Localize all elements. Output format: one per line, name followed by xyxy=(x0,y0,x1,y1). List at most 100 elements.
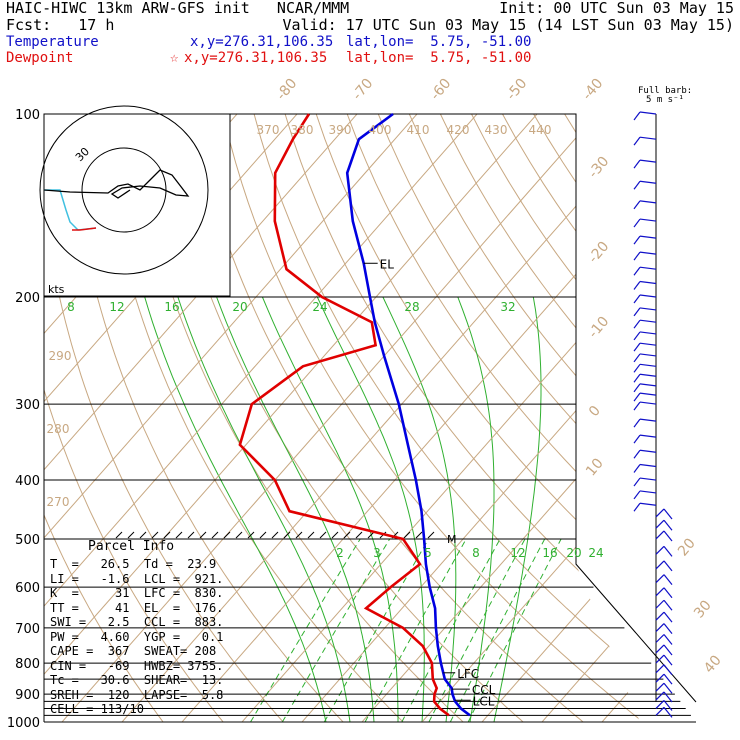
moist-adiabat-line xyxy=(261,296,399,722)
wind-barb xyxy=(639,477,657,481)
tropopause-hatch xyxy=(271,531,279,539)
isotherm-line xyxy=(44,114,562,722)
wind-barb-flag xyxy=(663,611,673,623)
wind-barb xyxy=(639,294,657,298)
mixing-ratio-line xyxy=(364,538,467,722)
wind-barb-flag xyxy=(633,353,641,363)
theta-label: 370 xyxy=(257,123,280,137)
lcl-level-label: LCL xyxy=(473,694,495,708)
wind-barb xyxy=(639,363,657,367)
pressure-tick-label: 300 xyxy=(15,398,40,413)
wind-barb xyxy=(655,508,665,518)
wind-barb xyxy=(655,634,665,643)
isotherm-line xyxy=(410,114,696,722)
wind-barb-flag xyxy=(663,587,673,599)
dry-adiabat-line xyxy=(564,114,696,722)
wind-barb-flag xyxy=(663,530,673,542)
moist-adiabat-line xyxy=(382,296,457,722)
wind-barb-flag xyxy=(633,383,641,393)
wind-barb-flag xyxy=(663,623,673,634)
wind-barb-flag xyxy=(633,434,641,444)
moist-adiabat-line xyxy=(493,296,542,722)
theta-label: 440 xyxy=(529,123,552,137)
wind-barb-flag xyxy=(633,307,641,317)
tropopause-hatch xyxy=(139,531,147,539)
tropopause-hatch xyxy=(115,531,123,539)
mixing-ratio-label: 3 xyxy=(373,546,381,560)
theta-label: 290 xyxy=(49,349,72,363)
tropopause-hatch xyxy=(295,531,303,539)
dry-adiabat-line xyxy=(160,114,539,722)
wind-barb-flag xyxy=(663,519,673,531)
wind-barb-flag xyxy=(663,673,673,685)
hodograph-inset xyxy=(43,113,231,297)
moist-adiabat-label: 20 xyxy=(232,300,247,314)
temperature-legend: Temperature xyxy=(6,34,99,50)
tropopause-hatch xyxy=(175,531,183,539)
wind-barb xyxy=(639,463,657,468)
wind-barb xyxy=(639,235,657,239)
dewpoint-star-icon: ☆ xyxy=(170,50,179,66)
dewpoint-legend: Dewpoint xyxy=(6,50,74,66)
theta-label: 270 xyxy=(47,495,70,509)
hodograph-unit: kts xyxy=(48,283,65,296)
dry-adiabat-line xyxy=(408,114,696,722)
theta-label: 390 xyxy=(329,123,352,137)
wind-barb xyxy=(639,200,657,204)
dry-adiabat-line xyxy=(377,114,696,722)
mixing-ratio-label: 8 xyxy=(472,546,480,560)
wind-barb-flag xyxy=(663,574,673,586)
isotherm-line xyxy=(590,114,696,722)
dry-adiabat-line xyxy=(67,114,356,722)
isotherm-label: -50 xyxy=(503,76,530,104)
pressure-tick-label: 200 xyxy=(15,291,40,306)
pressure-tick-label: 800 xyxy=(15,657,40,672)
wind-barb xyxy=(639,490,657,494)
theta-label: 380 xyxy=(291,123,314,137)
parcel-info-row: CELL = 113/10 xyxy=(50,702,144,716)
tropopause-hatch xyxy=(283,531,291,539)
wind-barb-flag xyxy=(633,331,641,341)
wind-barb-flag xyxy=(633,200,641,210)
wind-barb xyxy=(639,266,657,270)
mixing-ratio-label: 12 xyxy=(510,546,525,560)
tropopause-hatch xyxy=(223,531,231,539)
wind-barb xyxy=(655,560,665,570)
temperature-xy: x,y=276.31,106.35 xyxy=(190,34,334,50)
wind-barb xyxy=(639,434,657,438)
mixing-ratio-line xyxy=(401,538,501,722)
hodograph-trace-surface xyxy=(72,227,97,231)
dewpoint-latlon: lat,lon= 5.75, -51.00 xyxy=(346,50,532,66)
moist-adiabat-label: 16 xyxy=(164,300,179,314)
wind-barb-flag xyxy=(663,691,673,703)
isotherm-line xyxy=(650,114,696,722)
isotherm-label: -60 xyxy=(427,76,454,104)
tropopause-hatch xyxy=(127,531,135,539)
tropopause-hatch xyxy=(367,531,375,539)
isotherm-line xyxy=(290,114,696,722)
dry-adiabat-line xyxy=(129,114,478,722)
theta-label: 410 xyxy=(407,123,430,137)
dry-adiabat-line xyxy=(44,114,174,722)
dry-adiabat-line xyxy=(533,114,696,722)
wind-barb xyxy=(639,401,657,405)
dry-adiabat-line xyxy=(439,114,696,722)
wind-barb-flag xyxy=(663,545,673,557)
wind-barb xyxy=(639,418,657,422)
temperature-latlon: lat,lon= 5.75, -51.00 xyxy=(346,34,532,50)
mixing-ratio-label: 2 xyxy=(336,546,344,560)
parcel-info-row: T = 26.5 Td = 23.9 xyxy=(50,557,217,571)
wind-barb xyxy=(639,307,657,311)
moist-adiabat-label: 32 xyxy=(500,300,515,314)
wind-barb-flag xyxy=(663,682,673,694)
moist-adiabat-label: 24 xyxy=(312,300,327,314)
wind-barb-flag xyxy=(663,706,673,718)
tropopause-hatch xyxy=(355,531,363,539)
pressure-tick-label: 100 xyxy=(15,108,40,123)
wind-barb-flag xyxy=(633,392,641,402)
wind-barb xyxy=(639,319,657,323)
moist-adiabat-line xyxy=(316,296,425,722)
wind-barb xyxy=(639,218,657,222)
wind-barb xyxy=(655,623,665,632)
dry-adiabat-line xyxy=(315,114,696,722)
